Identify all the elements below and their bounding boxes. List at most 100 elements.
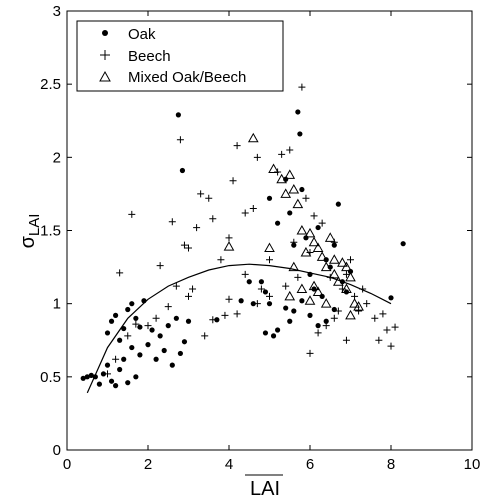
oak-point — [153, 356, 159, 362]
mixed-point — [312, 286, 324, 296]
beech-point — [229, 177, 237, 185]
oak-point — [179, 167, 186, 174]
beech-point — [172, 282, 180, 290]
oak-point — [80, 375, 86, 381]
legend-mixed-label: Mixed Oak/Beech — [128, 69, 246, 86]
mixed-point — [223, 241, 235, 251]
oak-point — [161, 347, 167, 354]
oak-point — [104, 330, 111, 336]
oak-point — [133, 315, 139, 321]
oak-point — [113, 312, 119, 318]
mixed-point — [328, 268, 340, 279]
mixed-point — [284, 169, 296, 179]
beech-point — [189, 285, 197, 293]
oak-point — [246, 279, 252, 285]
beech-point — [257, 285, 265, 293]
oak-point — [275, 220, 281, 226]
oak-point — [266, 301, 273, 307]
beech-point — [266, 256, 273, 264]
beech-point — [197, 190, 205, 198]
beech-point — [144, 322, 152, 330]
mixed-point — [247, 132, 259, 143]
fit-curve — [86, 263, 392, 394]
beech-point — [217, 256, 225, 264]
oak-point — [299, 298, 305, 304]
oak-point — [311, 286, 317, 292]
beech-point — [116, 269, 124, 277]
oak-point — [177, 350, 183, 357]
beech-point — [104, 370, 111, 378]
beech-point — [201, 332, 209, 340]
beech-point — [233, 310, 241, 318]
mixed-point — [304, 295, 316, 305]
mixed-point — [276, 173, 288, 184]
oak-point — [185, 318, 192, 324]
oak-point — [258, 279, 264, 285]
oak-point — [125, 306, 131, 313]
y-tick-label: 1.5 — [40, 223, 61, 240]
legend-box — [76, 20, 284, 92]
y-tick-label: 2 — [53, 149, 61, 166]
beech-point — [342, 336, 350, 344]
beech-point — [185, 292, 192, 300]
beech-point — [132, 320, 140, 328]
x-tick-label: 0 — [63, 456, 71, 473]
mixed-point — [320, 261, 332, 272]
y-tick-label: 1 — [53, 296, 61, 313]
beech-point — [379, 310, 387, 318]
oak-point — [295, 109, 301, 115]
oak-point — [129, 344, 135, 351]
oak-point — [291, 308, 297, 314]
oak-point — [250, 301, 256, 307]
oak-point — [266, 195, 273, 201]
oak-point — [157, 333, 163, 339]
beech-point — [233, 142, 241, 150]
oak-point — [262, 330, 269, 336]
y-tick-label: 3 — [53, 3, 61, 20]
beech-point — [249, 205, 257, 213]
beech-point — [112, 355, 120, 363]
oak-point — [108, 378, 115, 384]
mixed-point — [337, 257, 348, 267]
oak-point — [343, 289, 350, 295]
beech-point — [176, 136, 184, 144]
beech-point — [355, 307, 363, 315]
mixed-point — [288, 261, 300, 272]
oak-point — [117, 337, 123, 343]
mixed-point — [341, 261, 352, 272]
oak-point — [169, 362, 175, 368]
oak-point — [133, 374, 139, 380]
beech-point — [164, 303, 172, 311]
beech-point — [334, 307, 342, 315]
beech-point — [363, 300, 371, 308]
data-marks — [80, 83, 406, 394]
oak-point — [137, 324, 143, 330]
oak-point — [100, 371, 107, 377]
beech-point — [290, 238, 298, 246]
beech-point — [278, 150, 286, 158]
beech-point — [318, 219, 326, 227]
oak-point — [270, 333, 277, 339]
x-axis-label: LAI — [250, 478, 280, 500]
oak-point — [113, 383, 119, 389]
x-tick-label: 4 — [225, 456, 233, 473]
mixed-point — [312, 242, 324, 253]
mixed-point — [320, 298, 332, 308]
oak-point — [88, 372, 94, 378]
beech-point — [383, 326, 391, 334]
oak-point — [315, 323, 321, 329]
oak-point — [173, 315, 179, 321]
beech-point — [221, 311, 229, 319]
beech-point — [314, 329, 322, 337]
axis-ticks: 0 2 4 6 8 10 0 0.5 1 1.5 2 2.5 3 — [40, 3, 480, 473]
beech-point — [306, 349, 314, 357]
beech-point — [302, 194, 310, 202]
mixed-point — [280, 188, 292, 198]
y-axis-label-sub: LAI — [26, 214, 43, 237]
beech-point — [209, 215, 217, 223]
mixed-point — [353, 301, 364, 311]
legend-mixed-marker — [99, 70, 111, 82]
oak-point — [400, 241, 406, 247]
oak-point — [175, 112, 181, 118]
